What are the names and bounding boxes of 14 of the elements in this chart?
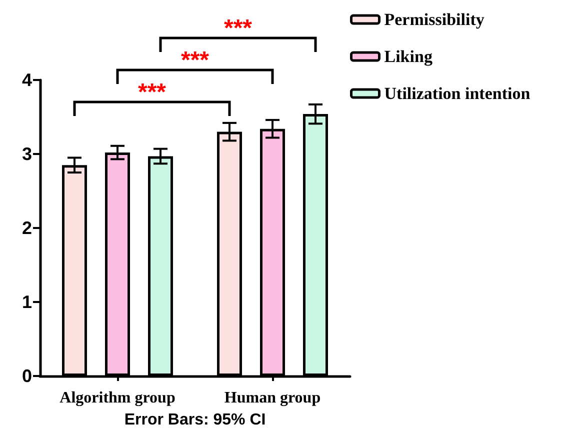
- legend-label: Liking: [384, 47, 433, 66]
- y-tick-label: 3: [22, 144, 32, 164]
- annotation: ***: [138, 79, 167, 106]
- y-tick-label: 0: [22, 366, 32, 386]
- x-axis-title: Error Bars: 95% CI: [124, 412, 266, 428]
- legend-label: Utilization intention: [384, 84, 531, 103]
- y-tick-label: 1: [22, 292, 32, 312]
- text: ***: [224, 15, 253, 42]
- legend-label: Permissibility: [384, 10, 485, 29]
- y-tick-label: 2: [22, 218, 32, 238]
- text: ***: [180, 47, 210, 74]
- x-tick-label: Human group: [224, 390, 321, 406]
- x-tick-label: Algorithm group: [60, 390, 176, 406]
- y-tick-label: 4: [22, 70, 32, 90]
